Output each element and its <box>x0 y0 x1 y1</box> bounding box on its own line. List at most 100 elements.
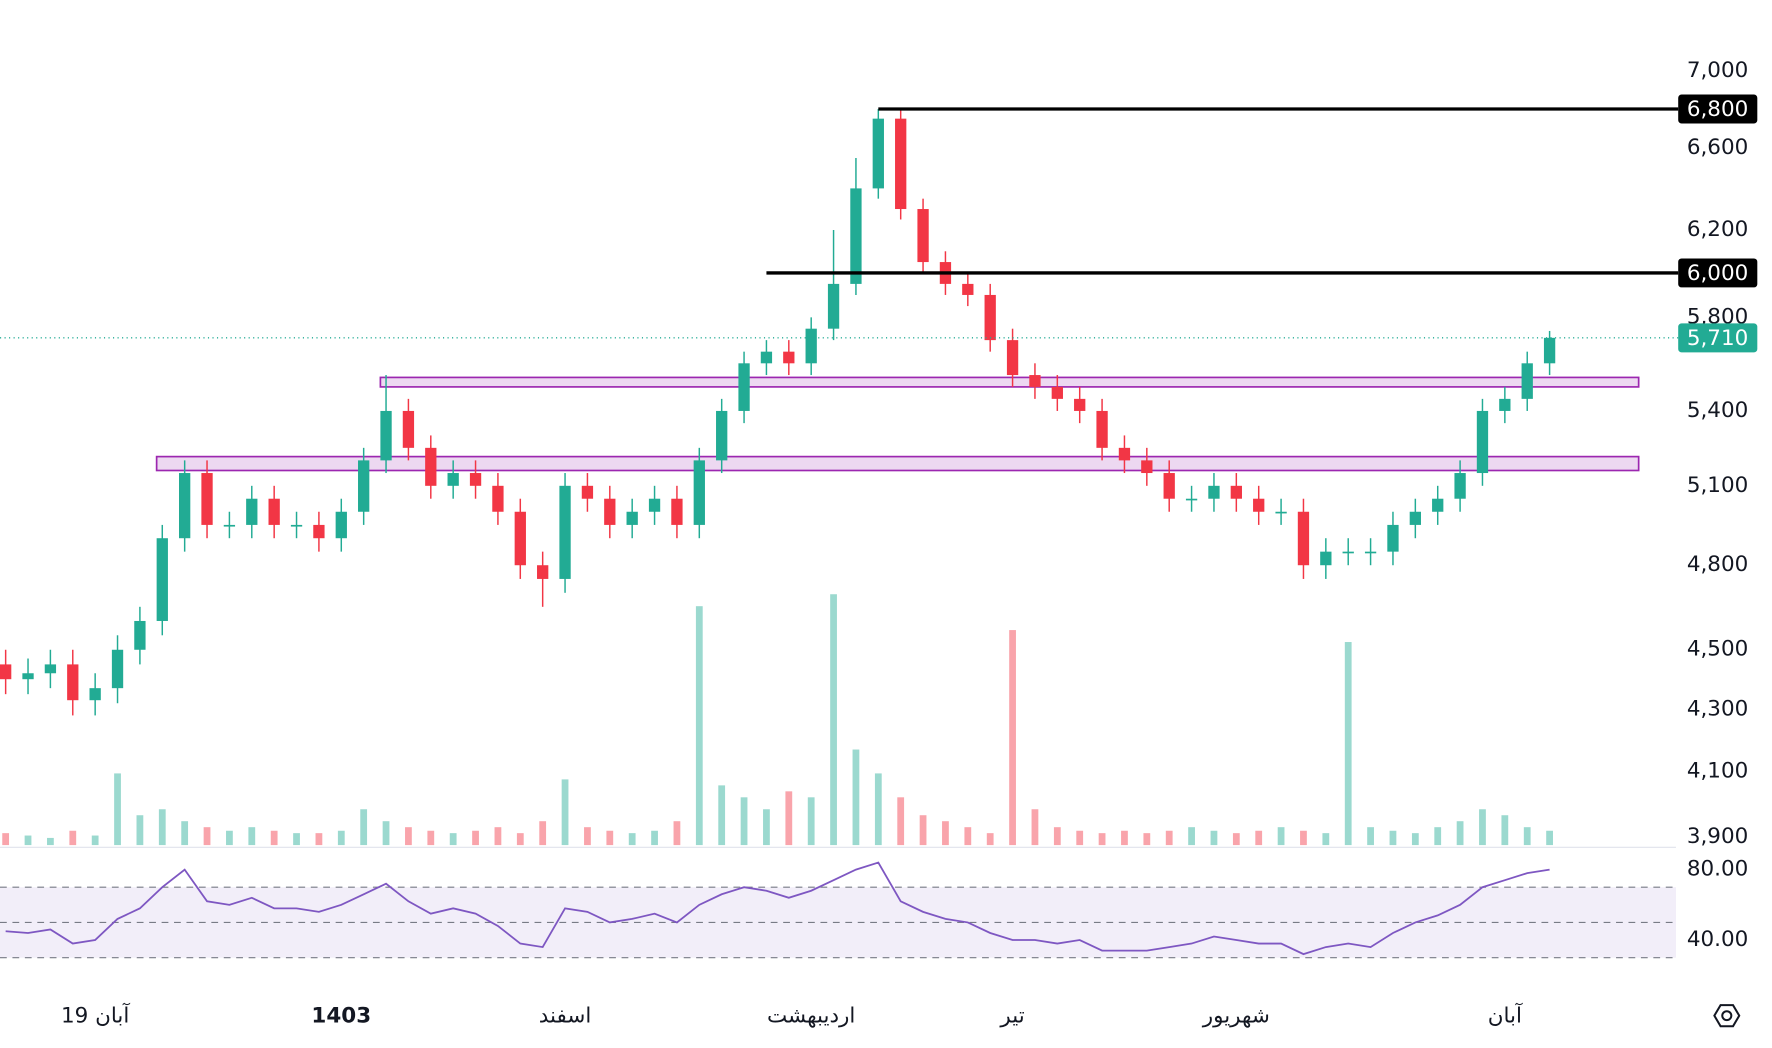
y-tick-label: 3,900 <box>1687 824 1748 849</box>
candle-body <box>380 410 392 461</box>
volume-bar <box>1188 827 1195 846</box>
candle-body <box>1364 551 1377 554</box>
volume-bar <box>1009 630 1016 846</box>
level-label-box <box>1678 94 1758 124</box>
rsi-line <box>5 861 1550 956</box>
y-tick-label: 5,400 <box>1687 398 1748 423</box>
x-tick-label: شهریور <box>1202 1004 1270 1029</box>
candle-body <box>1074 398 1086 411</box>
volume-bar <box>1367 827 1374 846</box>
volume-bar <box>24 835 32 846</box>
rsi-tick-label: 40.00 <box>1687 927 1748 952</box>
volume-bar <box>293 833 300 846</box>
candle-body <box>1409 511 1421 525</box>
candle-body <box>1006 340 1019 376</box>
volume-bar <box>47 837 54 846</box>
candle-body <box>201 473 213 525</box>
candle-body <box>984 294 996 341</box>
volume-bar <box>472 830 479 846</box>
volume-bar <box>315 833 323 846</box>
candle-body <box>514 511 526 566</box>
rsi-tick-label: 80.00 <box>1687 857 1748 882</box>
volume-bar <box>785 791 793 846</box>
support-zone <box>155 455 1640 472</box>
volume-bar <box>1053 827 1061 846</box>
volume-bar <box>1076 830 1084 846</box>
volume-bar <box>270 830 278 846</box>
volume-bar <box>1322 833 1330 846</box>
volume-bar <box>986 833 994 846</box>
volume-bar <box>1344 642 1352 846</box>
candle-body <box>872 118 884 189</box>
volume-bar <box>1300 830 1307 846</box>
candle-body <box>671 498 683 525</box>
candle-body <box>22 673 34 680</box>
volume-bar <box>628 833 636 846</box>
candle-body <box>469 473 482 486</box>
candle-body <box>559 485 571 579</box>
last-price-box <box>1678 323 1758 353</box>
volume-bar <box>919 815 927 846</box>
level-label: 6,800 <box>1687 97 1748 122</box>
x-tick-label: اسفند <box>539 1004 592 1029</box>
volume-bar <box>897 797 905 846</box>
candle-body <box>1297 511 1310 566</box>
volume-bar <box>226 830 233 846</box>
volume-bar <box>1456 821 1464 846</box>
volume-bar <box>1255 830 1263 846</box>
candle-body <box>402 410 415 448</box>
y-tick-label: 4,500 <box>1687 637 1748 662</box>
candle-body <box>1432 498 1444 512</box>
candle-body <box>962 283 974 295</box>
candle-body <box>1096 410 1108 448</box>
candle-body <box>537 565 549 579</box>
y-tick-label: 4,100 <box>1687 759 1748 784</box>
volume-bar <box>382 821 390 846</box>
candle-body <box>1185 498 1198 501</box>
volume-bar <box>807 797 815 846</box>
volume-bar <box>449 833 457 846</box>
volume-bar <box>1434 827 1442 846</box>
candle-body <box>827 283 840 329</box>
candle-body <box>1208 485 1220 499</box>
x-tick-label: اردیبهشت <box>767 1004 855 1029</box>
candle-body <box>1029 375 1041 387</box>
volume-bar <box>1277 827 1285 846</box>
candle-body <box>0 664 12 680</box>
y-tick-label: 6,200 <box>1687 217 1748 242</box>
volume-bar <box>561 779 569 846</box>
volume-bar <box>1165 830 1173 846</box>
candle-body <box>1387 524 1399 552</box>
candle-body <box>492 485 504 512</box>
volume-bar <box>830 594 837 846</box>
candle-body <box>290 524 303 527</box>
volume-bar <box>1098 833 1106 846</box>
candle-body <box>134 620 146 650</box>
settings-icon[interactable] <box>1713 1004 1741 1028</box>
volume-bar <box>695 606 703 846</box>
volume-bar <box>1143 833 1151 846</box>
candle-body <box>1543 337 1556 364</box>
x-tick-label: آبان <box>1488 1002 1523 1029</box>
candle-body <box>1499 398 1511 411</box>
volume-bar <box>718 785 726 846</box>
candle-body <box>1275 511 1287 514</box>
volume-bar <box>1232 833 1240 846</box>
volume-bar <box>1210 830 1218 846</box>
candle-body <box>447 473 459 486</box>
volume-bar <box>1479 809 1486 846</box>
volume-bar <box>740 797 748 846</box>
volume-bar <box>360 809 368 846</box>
support-zone <box>379 376 1640 388</box>
y-tick-label: 4,800 <box>1687 552 1748 577</box>
volume-bar <box>337 830 345 846</box>
volume-bar <box>539 821 547 846</box>
volume-bar <box>852 749 860 846</box>
volume-bar <box>584 827 591 846</box>
candle-body <box>111 649 124 689</box>
level-label: 6,000 <box>1687 261 1748 286</box>
candle-body <box>313 524 325 539</box>
x-tick-label: 19 آبان <box>61 1002 130 1029</box>
volume-bar <box>1411 833 1419 846</box>
